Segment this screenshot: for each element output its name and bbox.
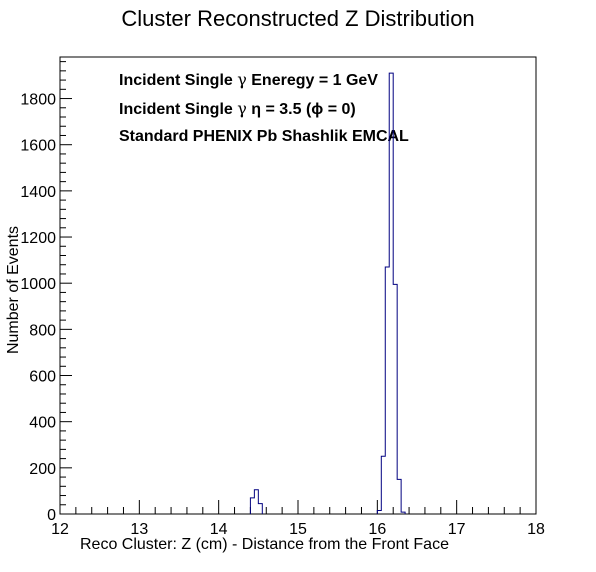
y-tick-label: 1400 [20,184,56,201]
annotation-eta-prefix: Incident Single [119,101,238,118]
histogram-bin [381,456,385,514]
histogram-bin [389,73,393,514]
annotation-detector-text: Standard PHENIX Pb Shashlik EMCAL [119,128,409,145]
x-tick-label: 15 [289,521,307,538]
y-tick-label: 1800 [20,92,56,109]
histogram-bin [385,267,389,514]
annotation-energy-prefix: Incident Single [119,72,238,89]
histogram-bin [250,498,254,514]
y-tick-label: 1200 [20,230,56,247]
histogram-bin [377,511,381,514]
annotation-energy: Incident Single γ Eneregy = 1 GeV [119,70,378,90]
y-tick-label: 200 [29,461,56,478]
annotation-energy-suffix: Eneregy = 1 GeV [246,72,378,89]
histogram-bin [258,504,262,514]
annotation-detector: Standard PHENIX Pb Shashlik EMCAL [119,128,409,146]
y-tick-label: 800 [29,322,56,339]
x-axis-label: Reco Cluster: Z (cm) - Distance from the… [80,536,449,553]
histogram-bin [397,479,401,514]
histogram-bin [254,490,258,514]
y-tick-label: 1000 [20,276,56,293]
annotation-eta-suffix: η = 3.5 (ϕ = 0) [246,101,356,118]
y-tick-label: 1600 [20,138,56,155]
x-tick-label: 14 [210,521,228,538]
annotation-energy-gamma: γ [237,70,247,89]
chart-title: Cluster Reconstructed Z Distribution [121,6,475,31]
x-tick-label: 16 [368,521,386,538]
x-tick-label: 13 [130,521,148,538]
y-tick-label: 0 [47,507,56,524]
annotation-eta-gamma: γ [237,99,247,118]
histogram-bin [393,284,397,514]
histogram-outline [249,72,406,514]
plot-frame [59,56,537,515]
x-tick-label: 17 [448,521,466,538]
y-tick-label: 400 [29,415,56,432]
x-tick-label: 18 [527,521,545,538]
x-tick-label: 12 [51,521,69,538]
y-tick-label: 600 [29,369,56,386]
annotation-eta: Incident Single γ η = 3.5 (ϕ = 0) [119,99,356,119]
